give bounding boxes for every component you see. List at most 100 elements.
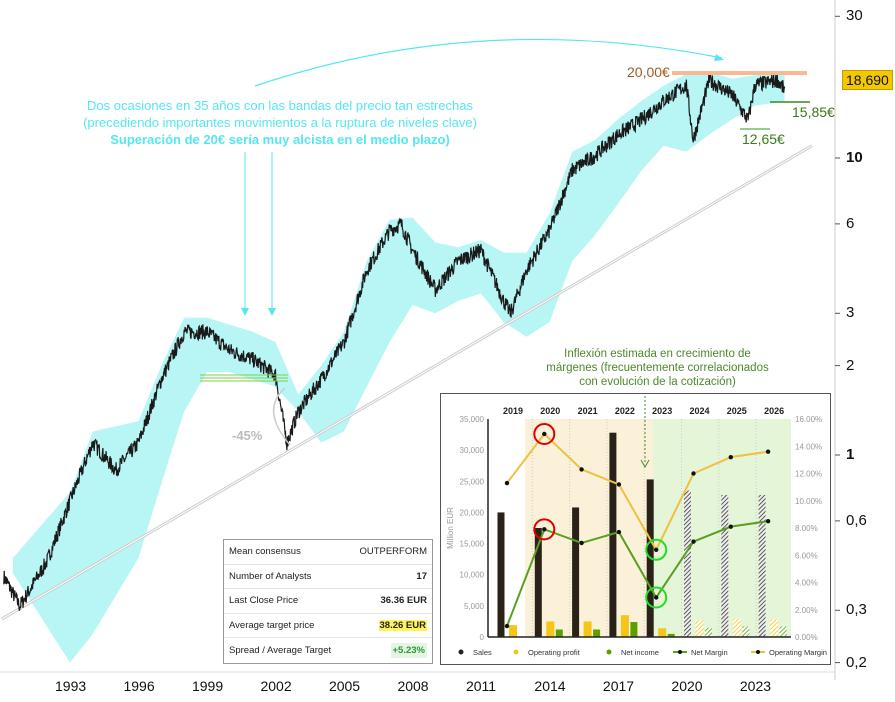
row-value: 38.26 EUR [378, 620, 427, 632]
highlight-circle [645, 538, 668, 561]
point-net-margin [504, 623, 510, 629]
right-tick-label: 16.00% [795, 415, 822, 424]
row-value: 17 [416, 570, 427, 582]
year-header: 2025 [727, 406, 747, 416]
row-value: +5.23% [390, 643, 427, 659]
actual-period-shade [525, 419, 653, 637]
row-value: 36.36 EUR [380, 595, 427, 607]
right-tick-label: 10.00% [795, 497, 822, 506]
arrow-head-icon [268, 308, 276, 316]
left-tick-label: 35,000 [460, 415, 485, 424]
bar-net-income [555, 629, 563, 637]
point-operating-margin [579, 467, 584, 472]
bar-operating-profit [546, 621, 555, 637]
point-operating-margin [765, 449, 771, 454]
legend-marker [606, 649, 612, 655]
bar-net-income [705, 627, 712, 637]
right-tick-label: 6.00% [795, 551, 818, 560]
line-operating-margin [506, 432, 769, 552]
drop-arc [272, 387, 291, 446]
note-line: Superación de 20€ sería muy alcista en e… [110, 132, 450, 147]
note-arc-arrow [254, 38, 723, 87]
bar-operating-profit [770, 618, 779, 637]
x-tick-label: 1993 [55, 678, 87, 694]
consensus-row: Average target price 38.26 EUR [224, 614, 432, 639]
price-series [3, 73, 786, 611]
legend-label: Operating Margin [769, 648, 827, 657]
point-net-margin [579, 540, 584, 546]
bar-net-income [779, 626, 787, 637]
x-tick-label: 2014 [534, 678, 566, 694]
year-header: 2021 [578, 406, 598, 416]
row-value: OUTPERFORM [359, 546, 427, 558]
left-tick-label: 25,000 [460, 477, 485, 486]
inflection-note: Inflexión estimada en crecimiento de már… [546, 348, 769, 388]
bar-operating-profit [620, 615, 629, 637]
consensus-table: Mean consensus OUTPERFORM Number of Analy… [223, 539, 433, 664]
legend-label: Net Margin [691, 648, 728, 657]
legend-marker [458, 649, 464, 655]
highlight-circle [645, 586, 668, 609]
point-net-margin [654, 595, 659, 600]
row-label: Last Close Price [229, 595, 299, 607]
right-tick-label: 4.00% [795, 579, 818, 588]
y-tick-label: 3 [846, 304, 855, 322]
x-tick-label: 1999 [191, 678, 224, 694]
arrow-head-icon [241, 308, 249, 316]
bar-net-income [667, 633, 675, 637]
bar-operating-profit [583, 621, 592, 637]
left-axis-title: Million EUR [446, 507, 455, 549]
point-operating-margin [654, 547, 659, 552]
bar-net-income [593, 629, 601, 637]
x-tick-label: 2011 [465, 678, 497, 694]
highlight-circle [533, 518, 556, 541]
note-line: (precediendo importantes movimientos a l… [83, 115, 477, 130]
y-tick-label: 0,3 [846, 601, 867, 619]
x-tick-label: 2005 [328, 678, 361, 694]
y-tick-label: 1 [846, 446, 855, 463]
point-net-margin [616, 529, 622, 535]
y-tick-label: 0,2 [846, 653, 867, 671]
x-tick-label: 1996 [123, 678, 155, 694]
level-line-20 [672, 71, 807, 75]
point-operating-margin [504, 480, 510, 486]
bar-sales [572, 507, 580, 637]
highlight-circle [533, 422, 556, 445]
point-operating-margin [616, 482, 622, 487]
year-header: 2024 [689, 406, 709, 416]
legend-label: Sales [473, 648, 492, 657]
note-line: Dos ocasiones en 35 años con las bandas … [87, 98, 473, 113]
legend-label: Net income [621, 648, 659, 657]
row-label: Spread / Average Target [229, 645, 332, 657]
point-operating-margin [542, 431, 547, 437]
bar-sales [721, 494, 729, 637]
consensus-row: Last Close Price 36.36 EUR [224, 589, 432, 614]
point-net-margin [765, 518, 771, 524]
arrow-head-icon [714, 54, 724, 61]
year-header: 2022 [615, 406, 635, 416]
support-trendline-inner [1, 145, 813, 620]
bar-operating-profit [695, 620, 704, 637]
left-tick-label: 20,000 [460, 508, 485, 517]
y-tick-label: 10 [846, 149, 863, 166]
bar-net-income [742, 626, 750, 637]
row-label: Average target price [229, 620, 315, 632]
bar-operating-profit [732, 618, 741, 637]
left-tick-label: 15,000 [460, 540, 485, 549]
point-net-margin [691, 539, 696, 544]
point-operating-margin [728, 454, 733, 460]
y-tick-label: 2 [846, 356, 855, 374]
point-net-margin [542, 527, 547, 532]
point-operating-margin [691, 471, 696, 476]
year-header: 2023 [652, 406, 672, 416]
right-tick-label: 2.00% [795, 606, 818, 615]
legend-marker [678, 650, 682, 654]
right-tick-label: 8.00% [795, 524, 818, 533]
left-tick-label: 5,000 [464, 602, 485, 611]
consensus-row: Mean consensus OUTPERFORM [224, 540, 432, 565]
consensus-row: Spread / Average Target +5.23% [224, 638, 432, 663]
bar-sales [684, 490, 691, 637]
level-label-15-85: 15,85€ [792, 104, 835, 120]
drop-label: -45% [232, 428, 263, 443]
